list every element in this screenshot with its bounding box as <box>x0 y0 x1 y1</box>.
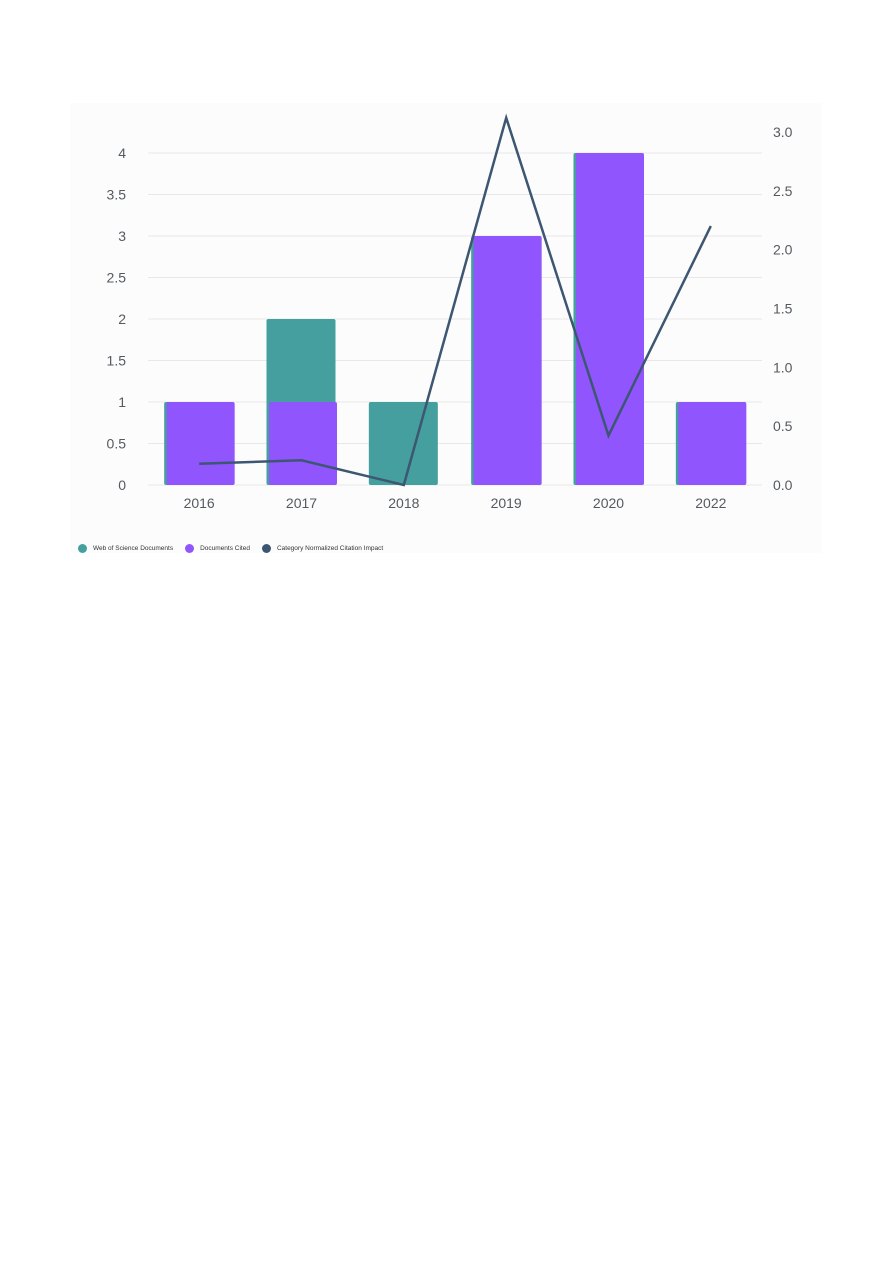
legend: Web of Science Documents Documents Cited… <box>78 544 395 553</box>
bar-documents-cited <box>576 153 644 485</box>
y-left-tick-label: 4 <box>118 145 126 161</box>
legend-label-documents-cited: Documents Cited <box>200 545 250 552</box>
legend-label-web-of-science: Web of Science Documents <box>93 545 174 552</box>
chart-svg: 0 0.5 1 1.5 2 2.5 3 3.5 4 0.0 0.5 1.0 1.5 2.0 2.5 3.0 20… <box>107 113 793 511</box>
x-tick-label: 2022 <box>695 495 726 511</box>
x-tick-label: 2018 <box>388 495 419 511</box>
legend-dot-cnci-icon <box>261 544 271 553</box>
legend-dot-documents-cited-icon <box>185 544 195 553</box>
y-left-tick-label: 1 <box>118 394 126 410</box>
y-left-tick-label: 3.5 <box>107 187 127 203</box>
x-tick-label: 2016 <box>184 495 215 511</box>
y-right-tick-label: 3.0 <box>773 124 793 140</box>
y-right-tick-label: 1.0 <box>773 359 793 375</box>
legend-item-cnci[interactable]: Category Normalized Citation Impact <box>261 544 384 553</box>
bar-web-of-science <box>368 402 438 485</box>
axis-layer: 0 0.5 1 1.5 2 2.5 3 3.5 4 0.0 0.5 1.0 1.5 2.0 2.5 3.0 20… <box>107 124 793 511</box>
y-right-tick-label: 0.0 <box>773 477 793 493</box>
y-right-tick-label: 2.0 <box>773 242 793 258</box>
chart-panel: 0 0.5 1 1.5 2 2.5 3 3.5 4 0.0 0.5 1.0 1.5 2.0 2.5 3.0 20… <box>70 103 822 553</box>
bar-layer <box>164 153 747 485</box>
legend-label-cnci: Category Normalized Citation Impact <box>276 545 384 552</box>
y-right-tick-label: 0.5 <box>773 418 793 434</box>
y-left-tick-label: 3 <box>118 228 126 244</box>
y-left-tick-label: 0 <box>118 477 126 493</box>
x-tick-label: 2017 <box>286 495 317 511</box>
y-left-tick-label: 0.5 <box>107 436 127 452</box>
bar-documents-cited <box>166 402 235 485</box>
legend-item-web-of-science[interactable]: Web of Science Documents <box>78 544 173 553</box>
grid-layer <box>148 152 762 486</box>
line-layer <box>199 113 712 487</box>
y-left-tick-label: 2 <box>118 311 126 327</box>
bar-documents-cited <box>269 402 337 485</box>
y-left-tick-label: 1.5 <box>107 353 127 369</box>
legend-dot-web-of-science-icon <box>78 544 87 553</box>
bar-documents-cited <box>678 402 747 485</box>
bar-documents-cited <box>473 236 542 485</box>
x-tick-label: 2020 <box>593 495 624 511</box>
y-right-tick-label: 1.5 <box>773 300 793 316</box>
line-cnci <box>199 113 712 487</box>
y-right-tick-label: 2.5 <box>773 183 793 199</box>
legend-item-documents-cited[interactable]: Documents Cited <box>185 544 250 553</box>
y-left-tick-label: 2.5 <box>107 270 127 286</box>
x-tick-label: 2019 <box>491 495 522 511</box>
